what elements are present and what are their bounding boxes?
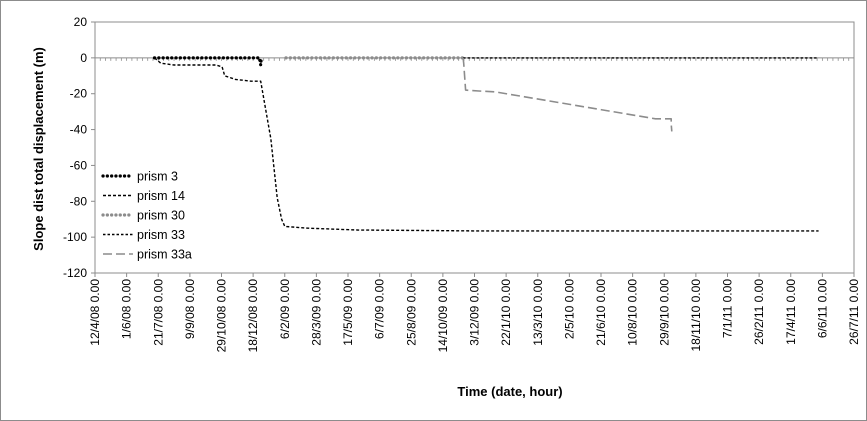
x-tick-label: 17/4/11 0.00	[784, 279, 798, 345]
y-tick-label: -100	[63, 230, 87, 244]
series-layer	[152, 56, 819, 232]
legend-label: prism 3	[137, 170, 178, 184]
legend-label: prism 33	[137, 228, 185, 242]
y-axis: 20 0 -20 -40 -60 -80 -100 -120	[63, 15, 95, 280]
x-tick-label: 22/1/10 0.00	[499, 279, 513, 346]
x-tick-label: 7/1/11 0.00	[721, 279, 735, 338]
x-tick-label: 18/11/10 0.00	[689, 279, 703, 352]
x-tick-label: 13/3/10 0.00	[531, 279, 545, 346]
legend-label: prism 14	[137, 189, 185, 203]
x-tick-label: 2/5/10 0.00	[562, 279, 576, 339]
x-tick-label: 18/12/08 0.00	[246, 279, 260, 353]
y-tick-label: -20	[70, 87, 88, 101]
y-tick-label: -80	[70, 194, 88, 208]
x-tick-label: 29/10/08 0.00	[215, 279, 229, 353]
x-axis: 12/4/08 0.00 1/6/08 0.00 21/7/08 0.00 9/9/0…	[88, 57, 861, 353]
x-tick-label: 17/5/09 0.00	[341, 279, 355, 346]
y-tick-label: -120	[63, 266, 87, 280]
legend-label: prism 30	[137, 209, 185, 223]
x-tick-label: 3/12/09 0.00	[468, 279, 482, 346]
y-tick-label: 20	[74, 15, 88, 29]
series-line-prism-33a	[462, 57, 673, 132]
x-tick-label: 26/2/11 0.00	[752, 279, 766, 345]
x-tick-label: 6/2/09 0.00	[278, 279, 292, 339]
x-tick-label: 6/6/11 0.00	[815, 279, 829, 338]
x-tick-label: 1/6/08 0.00	[120, 279, 134, 339]
x-tick-label: 14/10/09 0.00	[436, 279, 450, 353]
y-tick-label: 0	[80, 51, 87, 65]
x-tick-label: 29/9/10 0.00	[657, 279, 671, 346]
x-tick-label: 21/6/10 0.00	[594, 279, 608, 346]
x-tick-label: 21/7/08 0.00	[151, 279, 165, 346]
y-tick-label: -40	[70, 123, 88, 137]
x-tick-label: 10/8/10 0.00	[626, 279, 640, 346]
x-axis-title: Time (date, hour)	[457, 384, 562, 399]
x-tick-label: 12/4/08 0.00	[88, 279, 102, 346]
y-tick-label: -60	[70, 158, 88, 172]
x-tick-label: 6/7/09 0.00	[373, 279, 387, 339]
legend-label: prism 33a	[137, 248, 192, 262]
series-line-prism-14	[154, 57, 819, 232]
x-tick-label: 9/9/08 0.00	[183, 279, 197, 339]
series-line-prism-3	[152, 56, 263, 67]
y-axis-title: Slope dist total displacement (m)	[31, 47, 46, 251]
x-tick-label: 28/3/09 0.00	[309, 279, 323, 346]
x-tick-label: 26/7/11 0.00	[847, 279, 861, 345]
x-tick-label: 25/8/09 0.00	[404, 279, 418, 346]
legend: prism 3 prism 14 prism 30 prism 33 prism 33a	[101, 170, 192, 262]
